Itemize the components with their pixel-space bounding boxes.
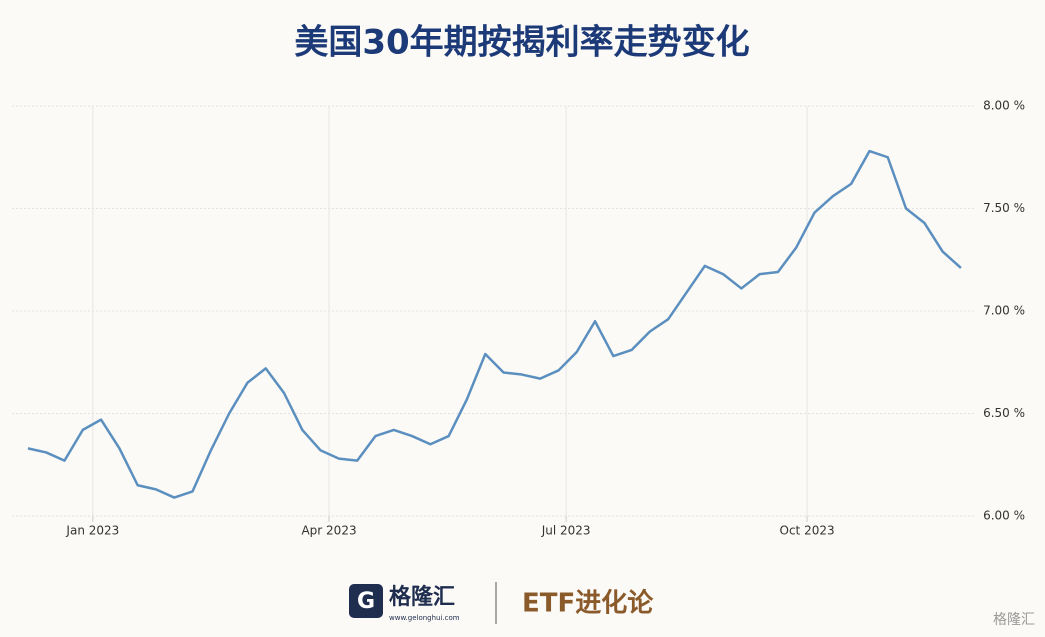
x-tick-label: Oct 2023 bbox=[780, 524, 835, 538]
chart-title: 美国30年期按揭利率走势变化 bbox=[294, 23, 749, 63]
logo-text: 格隆汇 bbox=[389, 584, 455, 610]
logo-url: www.gelonghui.com bbox=[389, 614, 460, 622]
data-line bbox=[27, 149, 962, 499]
footer: G 格隆汇 www.gelonghui.com ETF进化论 格隆汇 bbox=[349, 582, 1035, 628]
watermark: 格隆汇 bbox=[993, 612, 1035, 628]
plot-area: 6.00 % 6.50 % 7.00 % 7.50 % 8.00 % Jan 2023 Ap… bbox=[12, 99, 1025, 538]
x-tick-label: Jan 2023 bbox=[65, 524, 119, 538]
x-tick-label: Jul 2023 bbox=[541, 524, 591, 538]
y-tick-label: 8.00 % bbox=[983, 99, 1025, 113]
y-tick-label: 6.50 % bbox=[983, 406, 1025, 420]
brand-text: ETF进化论 bbox=[522, 589, 654, 619]
y-tick-label: 7.00 % bbox=[983, 304, 1025, 318]
y-tick-label: 7.50 % bbox=[983, 201, 1025, 215]
y-tick-label: 6.00 % bbox=[983, 509, 1025, 523]
logo-glyph: G bbox=[357, 589, 375, 614]
x-tick-label: Apr 2023 bbox=[301, 524, 356, 538]
logo-icon bbox=[349, 584, 383, 618]
